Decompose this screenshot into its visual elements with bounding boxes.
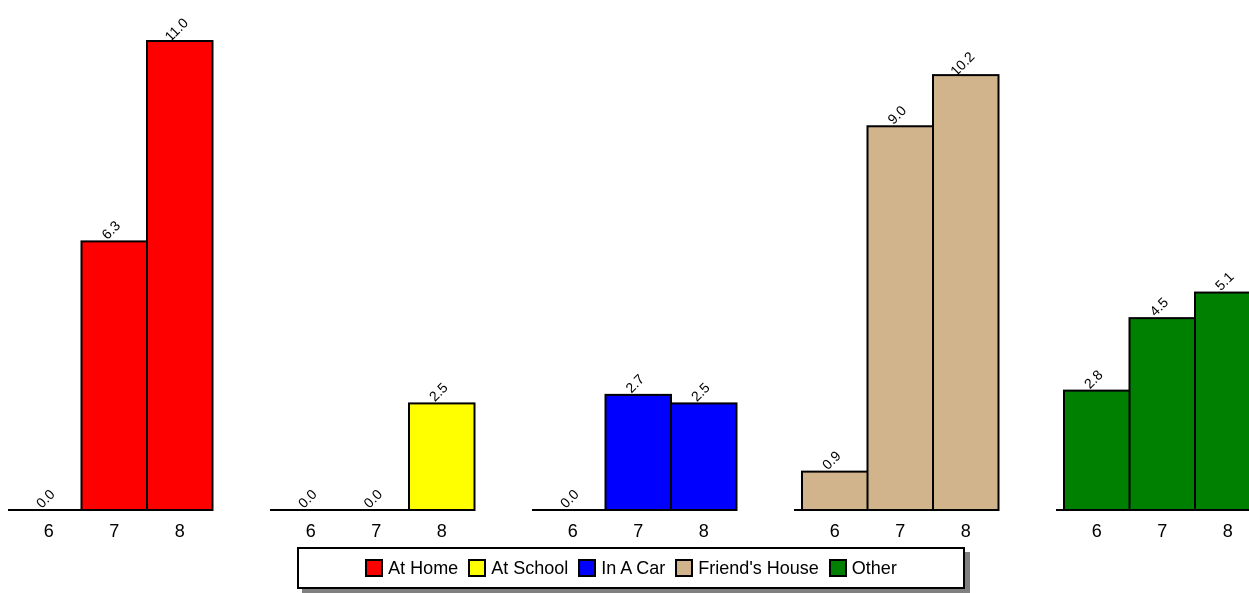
tick-label-friend-s-house-7: 7 — [895, 521, 905, 541]
bar-other-7 — [1128, 317, 1196, 511]
legend-item-other: Other — [828, 557, 897, 579]
legend-item-at-school: At School — [468, 558, 568, 579]
bar-other-6 — [1063, 389, 1131, 512]
value-label-other-7: 4.5 — [1146, 294, 1171, 319]
tick-label-in-a-car-8: 8 — [699, 521, 709, 541]
legend-label-friend-s-house: Friend's House — [698, 557, 819, 578]
legend-swatch-friend-s-house — [675, 559, 694, 577]
legend-label-at-home: At Home — [388, 557, 459, 578]
legend-label-in-a-car: In A Car — [601, 557, 666, 578]
legend-swatch-at-school — [468, 559, 487, 577]
value-label-at-school-6: 0.0 — [295, 486, 320, 511]
bar-at-home-7 — [80, 240, 148, 512]
bar-friend-s-house-7 — [866, 125, 934, 511]
tick-label-other-6: 6 — [1092, 521, 1102, 541]
bar-at-home-8 — [146, 40, 214, 511]
value-label-at-school-8: 2.5 — [426, 379, 451, 404]
legend-item-friend-s-house: Friend's House — [675, 558, 819, 579]
tick-label-at-school-7: 7 — [371, 521, 381, 541]
bar-in-a-car-8 — [670, 402, 738, 511]
bar-other-8 — [1194, 291, 1249, 511]
legend-swatch-in-a-car — [578, 559, 597, 577]
tick-label-other-7: 7 — [1157, 521, 1167, 541]
tick-label-other-8: 8 — [1223, 521, 1233, 541]
tick-label-at-school-6: 6 — [306, 521, 316, 541]
tick-label-in-a-car-6: 6 — [568, 521, 578, 541]
tick-label-friend-s-house-8: 8 — [961, 521, 971, 541]
legend-swatch-at-home — [365, 559, 384, 577]
value-label-friend-s-house-7: 9.0 — [884, 102, 909, 127]
legend: At Home At School In A Car Friend's House Ot… — [297, 547, 965, 589]
tick-label-at-home-8: 8 — [175, 521, 185, 541]
value-label-friend-s-house-6: 0.9 — [819, 447, 844, 472]
bar-friend-s-house-8 — [932, 74, 1000, 511]
legend-label-at-school: At School — [491, 557, 569, 578]
bar-in-a-car-7 — [604, 393, 672, 511]
legend-item-at-home: At Home — [365, 558, 458, 579]
value-label-in-a-car-8: 2.5 — [688, 379, 713, 404]
value-label-in-a-car-7: 2.7 — [622, 371, 647, 396]
value-label-other-6: 2.8 — [1081, 366, 1106, 391]
legend-item-in-a-car: In A Car — [578, 558, 665, 579]
tick-label-at-school-8: 8 — [437, 521, 447, 541]
value-label-at-home-8: 11.0 — [161, 14, 191, 44]
legend-label-other: Other — [851, 557, 897, 578]
tick-label-at-home-6: 6 — [44, 521, 54, 541]
tick-label-in-a-car-7: 7 — [633, 521, 643, 541]
value-label-at-home-7: 6.3 — [98, 217, 123, 242]
value-label-other-8: 5.1 — [1212, 268, 1237, 293]
value-label-at-school-7: 0.0 — [360, 486, 385, 511]
legend-swatch-other — [828, 559, 847, 577]
tick-label-friend-s-house-6: 6 — [830, 521, 840, 541]
bar-at-school-8 — [408, 402, 476, 511]
bar-friend-s-house-6 — [801, 470, 869, 511]
value-label-at-home-6: 0.0 — [33, 486, 58, 511]
value-label-in-a-car-6: 0.0 — [557, 486, 582, 511]
tick-label-at-home-7: 7 — [109, 521, 119, 541]
